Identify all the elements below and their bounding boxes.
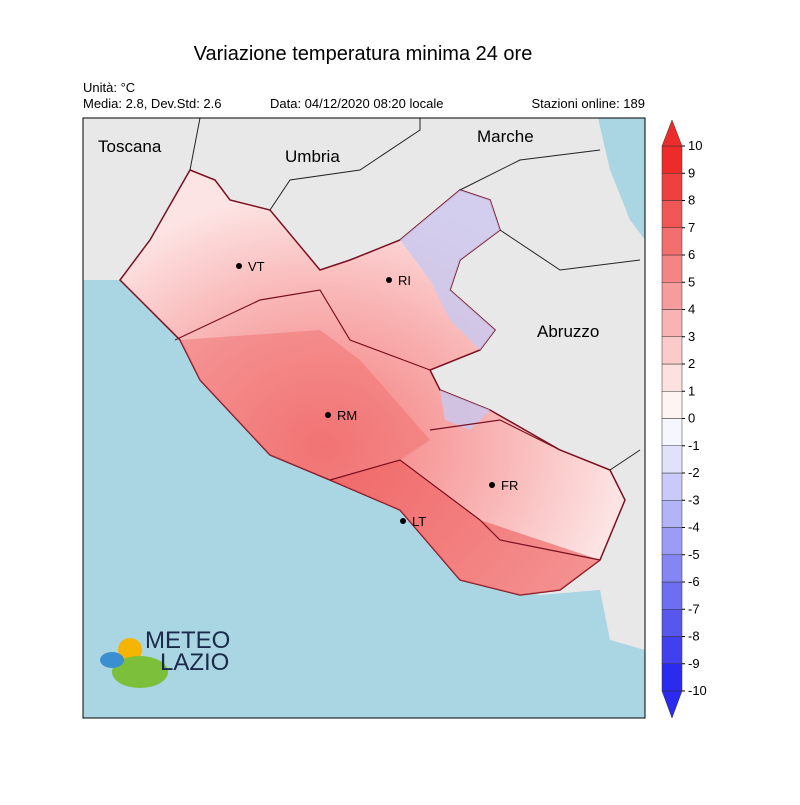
colorbar-box xyxy=(661,663,683,692)
region-label: Marche xyxy=(477,127,534,146)
colorbar-tick-label: 3 xyxy=(688,329,695,344)
colorbar-box xyxy=(661,282,683,310)
city-label: RI xyxy=(398,273,411,288)
logo: METEO LAZIO xyxy=(100,627,230,688)
sea xyxy=(83,280,645,718)
colorbar-tick-label: -9 xyxy=(688,656,700,671)
colorbar-box xyxy=(661,363,683,392)
colorbar-box xyxy=(661,254,683,283)
city-label: FR xyxy=(501,478,518,493)
city-dot xyxy=(325,412,331,418)
colorbar-tick-label: -1 xyxy=(688,438,700,453)
colorbar-tick-label: 5 xyxy=(688,274,695,289)
colorbar-tick-label: -6 xyxy=(688,574,700,589)
city-label: VT xyxy=(248,259,265,274)
city-label: RM xyxy=(337,408,357,423)
province-border xyxy=(174,289,601,561)
colorbar-box xyxy=(661,145,683,174)
colorbar-tick-label: -2 xyxy=(688,465,700,480)
colorbar-arrow xyxy=(661,119,683,147)
colorbar-tick-label: 4 xyxy=(688,302,695,317)
logo-land xyxy=(112,656,168,688)
unit: Unità: °C xyxy=(83,80,135,95)
warm-area xyxy=(330,460,600,595)
city-dot xyxy=(236,263,242,269)
warm-area xyxy=(180,330,430,480)
region-border xyxy=(189,118,641,471)
lazio xyxy=(119,169,626,596)
colorbar-tick-label: -7 xyxy=(688,601,700,616)
colorbar-arrow xyxy=(661,690,683,719)
title: Variazione temperatura minima 24 ore xyxy=(194,43,533,65)
region-label: Toscana xyxy=(98,137,162,156)
colorbar-box xyxy=(661,472,683,501)
city-dot xyxy=(400,518,406,524)
city-dot xyxy=(386,277,392,283)
city-label: LT xyxy=(412,514,426,529)
colorbar-tick-label: 8 xyxy=(688,193,695,208)
cold-area xyxy=(400,190,500,350)
colorbar-box xyxy=(661,500,683,528)
city-dot xyxy=(489,482,495,488)
colorbar-box xyxy=(661,200,683,228)
region-label: Abruzzo xyxy=(537,322,599,341)
date: Data: 04/12/2020 08:20 locale xyxy=(270,96,443,111)
colorbar-box xyxy=(661,445,683,474)
colorbar-box xyxy=(661,554,683,583)
map xyxy=(83,118,645,718)
colorbar-box xyxy=(661,581,683,610)
region-label: Umbria xyxy=(285,147,340,166)
colorbar-tick-label: 0 xyxy=(688,411,695,426)
colorbar-box xyxy=(661,636,683,664)
colorbar-tick-label: 10 xyxy=(688,138,702,153)
colorbar-box xyxy=(661,336,683,365)
stations: Stazioni online: 189 xyxy=(532,96,645,111)
colorbar-tick-label: -5 xyxy=(688,547,700,562)
cold-area xyxy=(440,390,490,430)
colorbar-box xyxy=(661,173,683,201)
colorbar-tick-label: 6 xyxy=(688,247,695,262)
colorbar-tick-label: 2 xyxy=(688,356,695,371)
colorbar-tick-label: 1 xyxy=(688,383,695,398)
colorbar-tick-label: -3 xyxy=(688,492,700,507)
colorbar-box xyxy=(661,527,683,555)
map-frame xyxy=(82,117,646,719)
colorbar-box xyxy=(661,391,683,419)
colorbar-box xyxy=(661,609,683,637)
logo-text: LAZIO xyxy=(160,649,229,676)
colorbar-box xyxy=(661,418,683,446)
colorbar-box xyxy=(661,227,683,256)
sea xyxy=(598,118,645,240)
logo-sun xyxy=(118,638,142,662)
colorbar-box xyxy=(661,309,683,337)
logo-text: METEO xyxy=(145,627,230,654)
logo-cloud xyxy=(100,652,124,668)
colorbar-tick-label: -8 xyxy=(688,629,700,644)
colorbar-tick-label: 7 xyxy=(688,220,695,235)
colorbar-tick-label: -10 xyxy=(688,683,707,698)
colorbar-tick-label: 9 xyxy=(688,165,695,180)
stats: Media: 2.8, Dev.Std: 2.6 xyxy=(83,96,222,111)
colorbar-tick-label: -4 xyxy=(688,520,700,535)
